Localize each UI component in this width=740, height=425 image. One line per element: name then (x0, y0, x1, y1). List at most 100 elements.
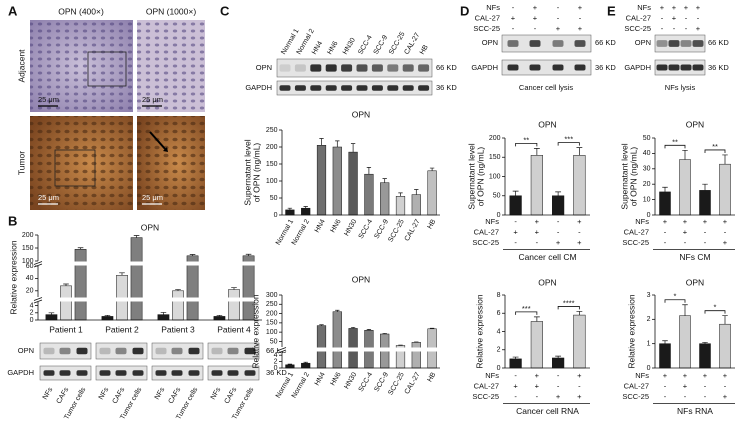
significance-label: **** (563, 298, 575, 307)
blot-band (59, 370, 71, 376)
chart-title: OPN (352, 274, 370, 284)
condition-mark: - (704, 227, 707, 236)
y-tick-label: 50 (643, 135, 651, 142)
condition-mark: + (535, 371, 540, 380)
bar (509, 195, 522, 216)
condition-mark: + (535, 217, 540, 226)
y-tick-label: 150 (266, 161, 278, 168)
significance-bracket (515, 142, 538, 147)
ihc-column: OPN (1000×) (146, 6, 196, 16)
significance-bracket (704, 149, 726, 153)
y-tick-label: 2 (647, 316, 651, 323)
y-tick-label: 100 (22, 258, 34, 265)
condition-mark: + (577, 371, 582, 380)
condition-mark: + (663, 217, 668, 226)
condition-name: CAL-27 (624, 227, 649, 236)
condition-mark: - (724, 381, 727, 390)
condition-mark: - (557, 227, 560, 236)
error-bar (512, 190, 519, 196)
condition-mark: + (535, 381, 540, 390)
condition-name: CAL-27 (474, 227, 499, 236)
blot-size: 36 KD (266, 368, 287, 377)
error-bar (398, 192, 403, 197)
condition-mark: - (514, 371, 517, 380)
chart-title: OPN (352, 109, 370, 119)
blot-band (656, 64, 668, 71)
condition-mark: - (557, 3, 560, 12)
error-bar (429, 167, 435, 171)
condition-mark: - (578, 227, 581, 236)
blot-size: 36 KD (595, 63, 616, 72)
y-tick-label: 60 (26, 263, 34, 270)
y-axis-label: Relative expression (8, 240, 18, 314)
condition-name: SCC-25 (472, 238, 499, 247)
x-tick-label: HN6 (330, 218, 343, 234)
axis-break (33, 297, 43, 304)
blot-band (529, 40, 541, 47)
lane-label: NFs (154, 386, 167, 401)
bar (316, 145, 327, 216)
condition-mark: - (536, 238, 539, 247)
error-bar (133, 235, 140, 238)
y-tick-label: 2 (30, 310, 34, 317)
blot-band (99, 370, 111, 376)
lane-label: NFs (98, 386, 111, 401)
blot-strip (207, 342, 260, 360)
x-tick-label: HN30 (343, 371, 358, 390)
y-tick-label: 200 (22, 232, 34, 239)
condition-mark: + (578, 24, 583, 33)
error-bar (335, 140, 340, 147)
y-tick-label: 4 (274, 352, 278, 359)
condition-mark: - (661, 24, 664, 33)
scale-bar-label: 25 μm (38, 95, 59, 104)
y-axis-label: of OPN (ng/mL) (251, 143, 261, 203)
error-bar (287, 363, 293, 365)
condition-name: CAL-27 (624, 381, 649, 390)
condition-name: CAL-27 (474, 381, 499, 390)
y-tick-label: 4 (497, 328, 501, 335)
condition-mark: + (663, 371, 668, 380)
blot-band (76, 370, 88, 376)
blot-strip (276, 80, 433, 96)
condition-name: NFs (486, 3, 500, 12)
condition-mark: + (723, 217, 728, 226)
blot-band (244, 347, 256, 355)
condition-mark: - (579, 13, 582, 22)
y-axis-label: Supernatant level (619, 143, 629, 209)
x-tick-label: HN6 (330, 371, 343, 387)
blot-band (59, 347, 71, 355)
bar (573, 314, 586, 369)
error-bar (245, 253, 252, 256)
error-bar (231, 287, 237, 290)
x-tick-label: HN4 (314, 218, 327, 234)
error-bar (335, 309, 340, 312)
y-tick-label: 0 (274, 212, 278, 219)
condition-mark: + (556, 238, 561, 247)
bar (411, 194, 421, 216)
y-tick-label: 0 (30, 317, 34, 324)
blot-band (188, 347, 200, 355)
y-tick-label: 50 (270, 195, 278, 202)
blot-size: 66 KD (595, 38, 616, 47)
condition-name: CAL-27 (475, 13, 500, 22)
condition-mark: + (683, 217, 688, 226)
bar (348, 151, 358, 216)
condition-name: CAL-27 (626, 13, 651, 22)
y-tick-label: 150 (266, 320, 278, 327)
condition-mark: + (533, 3, 538, 12)
panel-label: C (220, 3, 230, 18)
bar (679, 159, 691, 216)
error-bar (533, 148, 540, 156)
ihc-column: OPN (400×) (58, 6, 104, 16)
ihc-row: Tumor (16, 151, 26, 175)
condition-mark: + (513, 381, 518, 390)
y-tick-label: 0 (647, 212, 651, 219)
error-bar (319, 324, 324, 326)
condition-mark: - (536, 392, 539, 401)
x-tick-label: SCC-9 (373, 371, 390, 393)
condition-mark: - (664, 381, 667, 390)
significance-bracket (704, 310, 726, 314)
error-bar (722, 154, 728, 165)
axis-break (33, 261, 43, 268)
condition-mark: - (512, 3, 515, 12)
